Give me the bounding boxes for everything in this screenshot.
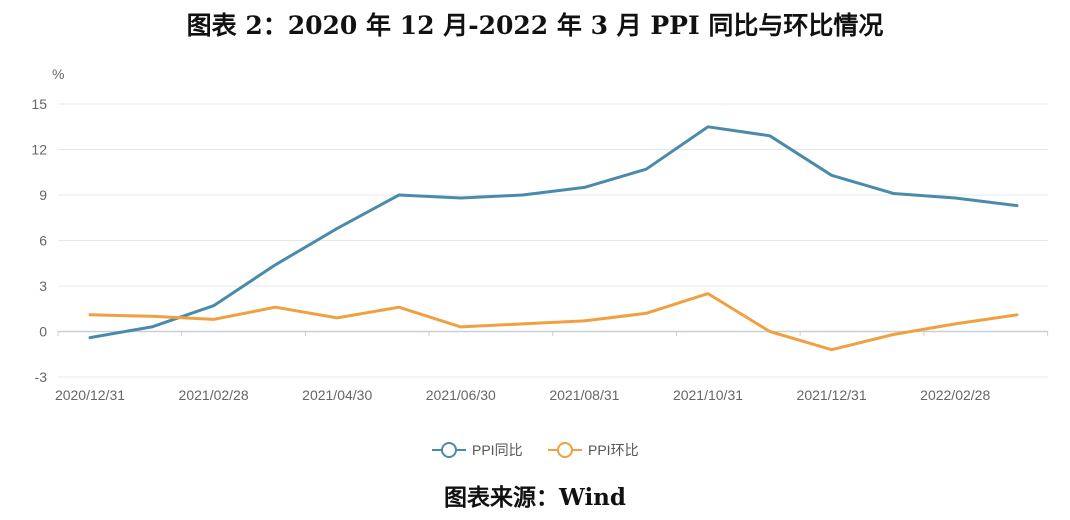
x-tick-label: 2021/08/31 [549, 387, 619, 403]
grid-lines [58, 103, 1048, 378]
y-tick-label: 6 [39, 233, 47, 249]
y-unit-label: % [52, 66, 64, 82]
y-tick-label: 3 [39, 278, 47, 294]
series-line [88, 125, 1019, 340]
y-tick-label: 9 [39, 187, 47, 203]
y-tick-label: 0 [39, 324, 47, 340]
x-tick-label: 2021/12/31 [797, 387, 867, 403]
y-tick-label: 15 [31, 96, 47, 112]
y-tick-label: 12 [31, 142, 47, 158]
legend-label: PPI环比 [588, 442, 639, 458]
line-chart: -3 0 3 6 9 12 15 2020/12/31 2021/02/28 2021/04/3… [31, 66, 1049, 458]
y-axis-ticks: -3 0 3 6 9 12 15 [31, 96, 47, 385]
chart-legend: PPI同比 PPI环比 [432, 442, 639, 458]
legend-swatch-marker [557, 442, 573, 458]
chart-title: 图表 2：2020 年 12 月-2022 年 3 月 PPI 同比与环比情况 [186, 11, 884, 40]
x-axis: 2020/12/31 2021/02/28 2021/04/30 2021/06/30… [55, 331, 1049, 403]
x-tick-label: 2021/04/30 [302, 387, 372, 403]
legend-swatch-marker [441, 442, 457, 458]
x-tick-label: 2022/02/28 [920, 387, 990, 403]
series-lines [88, 125, 1019, 352]
x-tick-label: 2021/06/30 [426, 387, 496, 403]
source-note: 图表来源：Wind [444, 484, 626, 511]
x-tick-label: 2020/12/31 [55, 387, 125, 403]
x-tick-label: 2021/10/31 [673, 387, 743, 403]
y-tick-label: -3 [35, 369, 48, 385]
legend-label: PPI同比 [472, 442, 523, 458]
series-line [88, 292, 1019, 352]
x-tick-label: 2021/02/28 [179, 387, 249, 403]
